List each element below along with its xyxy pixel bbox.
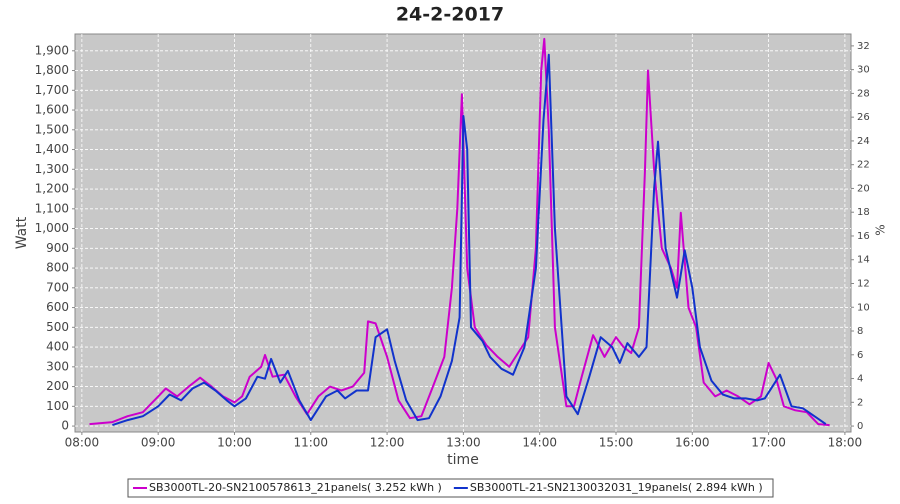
y2-tick-label: 10 [857, 302, 870, 313]
y-tick-label: 1,200 [35, 182, 69, 196]
y2-tick-label: 4 [857, 374, 863, 385]
y2-tick-label: 24 [857, 136, 870, 147]
x-tick-label: 17:00 [751, 436, 786, 450]
y-tick-label: 1,000 [35, 221, 69, 235]
x-tick-label: 08:00 [65, 436, 100, 450]
y2-tick-label: 30 [857, 65, 870, 76]
y2-tick-label: 6 [857, 350, 863, 361]
y-tick-label: 1,100 [35, 201, 69, 215]
x-tick-label: 14:00 [522, 436, 557, 450]
y-tick-label: 1,700 [35, 83, 69, 97]
x-tick-label: 10:00 [217, 436, 252, 450]
x-tick-label: 09:00 [141, 436, 176, 450]
y2-tick-label: 12 [857, 278, 870, 289]
y-tick-label: 100 [46, 399, 69, 413]
y2-tick-label: 20 [857, 183, 870, 194]
x-tick-label: 18:00 [828, 436, 863, 450]
y2-tick-label: 18 [857, 207, 870, 218]
y-tick-label: 1,800 [35, 63, 69, 77]
y2-tick-label: 26 [857, 112, 870, 123]
y-tick-label: 700 [46, 280, 69, 294]
y-tick-label: 1,300 [35, 162, 69, 176]
y2-tick-label: 32 [857, 41, 870, 52]
x-tick-label: 13:00 [446, 436, 481, 450]
y-tick-label: 800 [46, 261, 69, 275]
legend-label: SB3000TL-21-SN2130032031_19panels( 2.894… [470, 481, 763, 494]
y2-tick-label: 22 [857, 160, 870, 171]
series-line [89, 37, 830, 427]
y-tick-label: 300 [46, 359, 69, 373]
y2-tick-label: 2 [857, 397, 863, 408]
y2-axis-label: % [874, 224, 888, 235]
y2-tick-label: 16 [857, 231, 870, 242]
plot-area [74, 33, 852, 433]
x-tick-label: 11:00 [293, 436, 328, 450]
y-tick-label: 0 [61, 419, 69, 433]
y-tick-label: 1,400 [35, 142, 69, 156]
y2-tick-label: 14 [857, 255, 870, 266]
legend-label: SB3000TL-20-SN2100578613_21panels( 3.252… [149, 481, 442, 494]
y-tick-label: 1,500 [35, 122, 69, 136]
y-tick-label: 1,900 [35, 43, 69, 57]
y-tick-label: 900 [46, 241, 69, 255]
x-axis-label: time [447, 452, 479, 468]
y2-tick-label: 8 [857, 326, 863, 337]
series-line [112, 53, 827, 427]
x-tick-label: 12:00 [370, 436, 405, 450]
chart-title: 24-2-2017 [396, 4, 504, 26]
y2-tick-label: 28 [857, 88, 870, 99]
x-tick-label: 15:00 [599, 436, 634, 450]
y2-tick-label: 0 [857, 421, 863, 432]
y-tick-label: 400 [46, 340, 69, 354]
y-tick-label: 200 [46, 379, 69, 393]
y-tick-label: 1,600 [35, 103, 69, 117]
y-tick-label: 600 [46, 300, 69, 314]
x-tick-label: 16:00 [675, 436, 710, 450]
y-axis-label: Watt [14, 216, 30, 249]
y-tick-label: 500 [46, 320, 69, 334]
legend [127, 478, 774, 498]
